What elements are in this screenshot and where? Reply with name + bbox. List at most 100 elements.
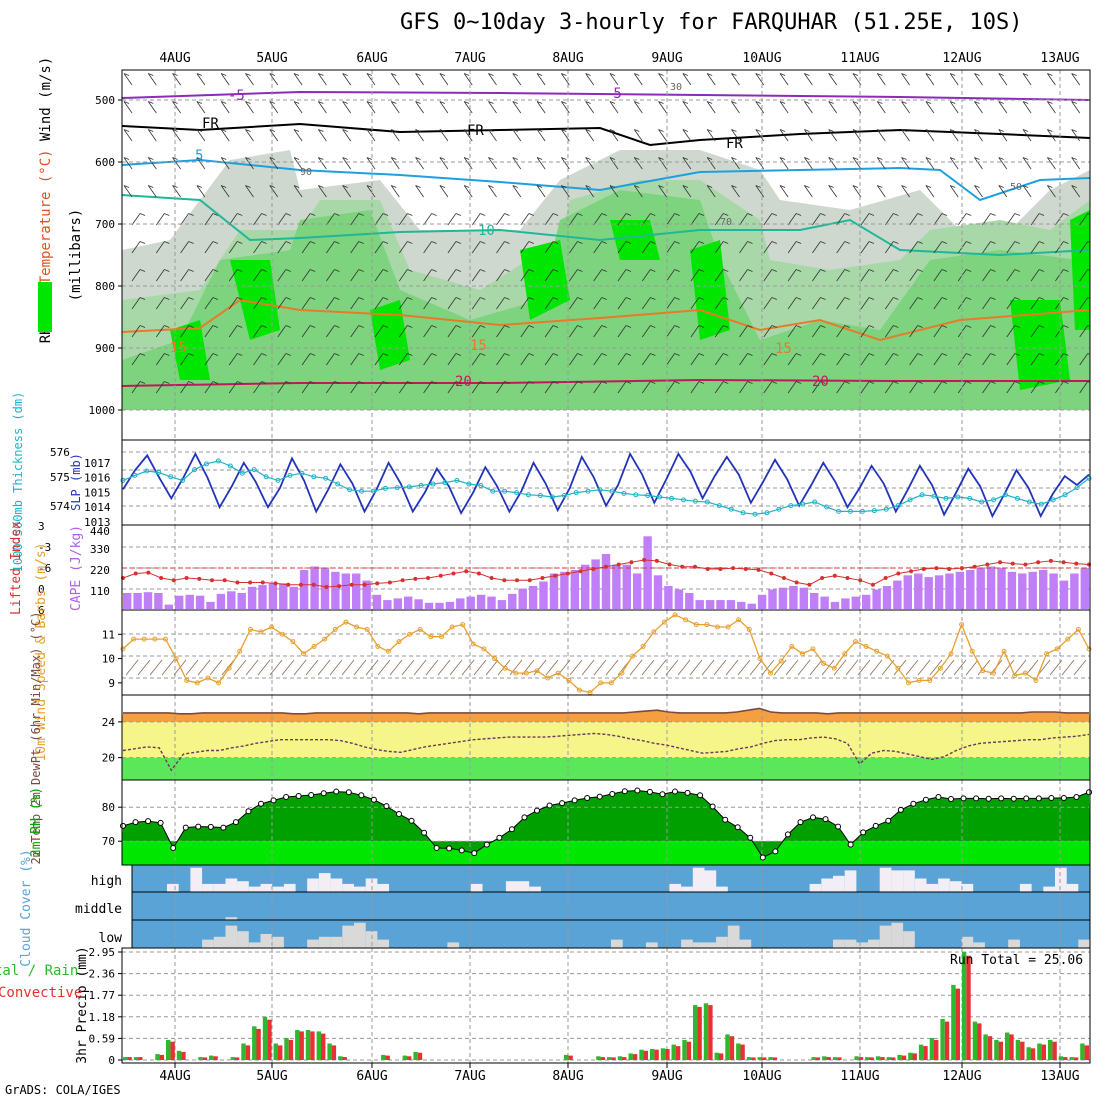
- wind-barb: [228, 325, 238, 338]
- wind-barb: [779, 157, 789, 170]
- wind-barb: [836, 353, 846, 366]
- wind-barb: [253, 381, 262, 394]
- wind-barb-flag: [731, 157, 737, 160]
- wind-barb-flag: [795, 381, 802, 384]
- bottom-date-label: 13AUG: [1040, 1069, 1079, 1084]
- precip-convective-bar: [977, 1023, 982, 1060]
- wind-barb-flag: [212, 381, 219, 384]
- wind-speed-point: [290, 639, 296, 645]
- wind-barb-flag: [893, 269, 899, 272]
- wind-speed-point: [661, 619, 667, 625]
- wind-barb: [901, 73, 910, 86]
- precip-total-bar: [725, 1034, 730, 1060]
- thickness-point: [728, 506, 734, 512]
- wind-barb: [658, 129, 667, 142]
- li-point: [680, 564, 685, 569]
- cape-bar: [154, 593, 163, 609]
- wind-barb: [884, 269, 894, 282]
- wind-barb-flag: [196, 73, 203, 76]
- wind-barb-flag: [650, 213, 656, 216]
- wind-barb: [326, 381, 335, 394]
- cape-bar: [456, 598, 465, 609]
- precip-convective-bar: [632, 1054, 638, 1060]
- precip-convective-bar: [740, 1044, 745, 1060]
- wind-barb: [463, 101, 473, 114]
- wind-barb-flag: [1063, 381, 1069, 384]
- wind-barb-10m: [233, 659, 247, 676]
- wind-barb-10m: [137, 659, 151, 676]
- cloud-bar-low: [856, 942, 868, 948]
- wind-speed-point: [640, 643, 646, 649]
- wind-barb: [520, 325, 530, 338]
- wind-barb-flag: [731, 101, 737, 104]
- li-point: [286, 582, 291, 587]
- cloud-bar-high: [260, 883, 273, 892]
- wind-barb: [1006, 213, 1016, 226]
- wind-barb: [123, 129, 133, 142]
- li-point: [324, 585, 329, 589]
- wind-barb: [172, 73, 181, 86]
- li-point: [921, 567, 926, 571]
- cloud-bar-high: [1066, 883, 1079, 892]
- wind-barb: [787, 269, 797, 282]
- cloud-bar-low: [260, 934, 273, 948]
- wind-barb: [1079, 325, 1089, 338]
- wind-barb-flag: [634, 157, 640, 160]
- wind-barb: [609, 101, 619, 114]
- wind-barb-flag: [334, 353, 340, 356]
- wind-barb: [706, 157, 716, 170]
- wind-barb: [739, 213, 748, 226]
- wind-barb-flag: [804, 185, 810, 188]
- wind-barb-flag: [415, 101, 421, 104]
- li-point: [337, 584, 342, 589]
- cloud-bar-low: [342, 925, 354, 948]
- wind-barb-flag: [504, 213, 510, 216]
- wind-barb-flag: [1047, 185, 1053, 188]
- wind-barb-flag: [771, 353, 777, 356]
- thickness-line: [122, 460, 1090, 515]
- isotherm-15: [122, 298, 1090, 342]
- wind-barb: [544, 353, 554, 366]
- bottom-date-label: 8AUG: [552, 1069, 583, 1084]
- wind-barb-flag: [1022, 157, 1029, 160]
- cape-bar: [279, 583, 288, 609]
- cloud-bar-middle: [225, 917, 238, 920]
- wind-barb-flag: [455, 297, 462, 300]
- wind-barb: [949, 185, 959, 198]
- wind-barb: [228, 269, 238, 282]
- wind-barb: [763, 325, 773, 338]
- li-point: [298, 582, 303, 587]
- wind-barb-flag: [674, 325, 680, 328]
- wind-barb: [131, 269, 141, 282]
- wind-barb: [836, 325, 846, 338]
- thickness-tick: 575: [50, 471, 70, 484]
- precip-total-bar: [413, 1051, 418, 1060]
- wind-barb-flag: [950, 129, 956, 132]
- thickness-point: [561, 493, 567, 499]
- wind-barb-flag: [455, 381, 462, 384]
- cloud-bar-low: [903, 931, 915, 948]
- wind-barb-flag: [1014, 297, 1020, 300]
- wind-barb: [293, 129, 303, 142]
- wind-barb-flag: [488, 129, 494, 132]
- wind-barb-flag: [285, 213, 291, 216]
- rh-contour-label: 50: [1010, 182, 1022, 193]
- wind-barb-10m: [305, 659, 319, 676]
- ua-ylabel: (millibars): [68, 209, 84, 302]
- precip-total-bar: [886, 1057, 891, 1060]
- cloud-bar-low: [833, 939, 845, 948]
- wind-barb-flag: [212, 325, 219, 328]
- wind-barb: [488, 157, 497, 170]
- wind-barb-flag: [407, 353, 413, 356]
- wind-barb-flag: [844, 353, 850, 356]
- wind-barb: [633, 73, 643, 86]
- precip-total-bar: [639, 1049, 644, 1060]
- rh-2m-point: [295, 792, 302, 799]
- wind-barb: [860, 297, 870, 310]
- wind-barb-flag: [480, 241, 486, 244]
- temp-2m-line: [123, 707, 1089, 715]
- wind-barb-flag: [601, 325, 607, 328]
- wind-barb: [812, 381, 821, 394]
- wind-barb-flag: [261, 269, 267, 272]
